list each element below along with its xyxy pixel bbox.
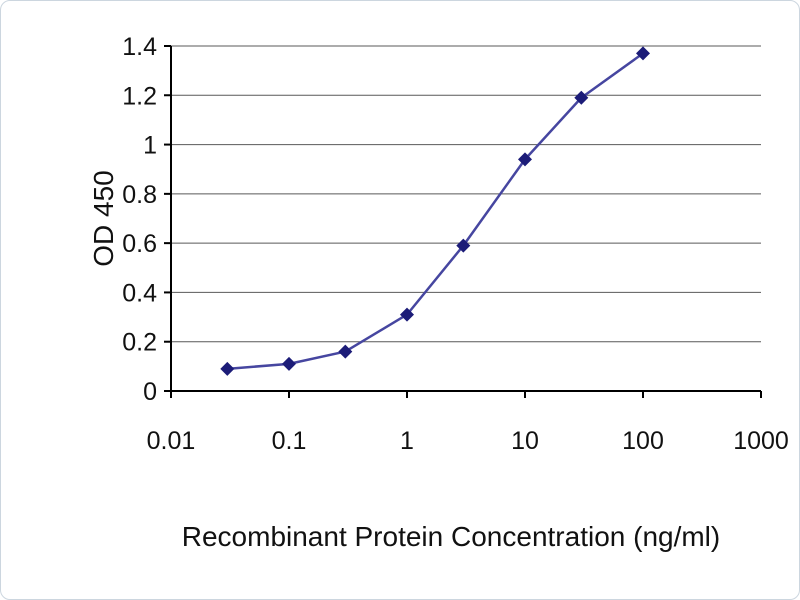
x-axis-title: Recombinant Protein Concentration (ng/ml…	[182, 521, 720, 552]
data-point-marker	[220, 361, 235, 376]
y-tick-label: 0.8	[122, 181, 157, 209]
x-tick-label: 1	[400, 427, 414, 455]
tick-labels-layer: 0 0.2 0.4 0.6 0.8 1 1.2 1.4 0.01 0.1 1 10 100 1000	[122, 33, 789, 455]
data-point-marker	[636, 46, 650, 61]
x-tick-label: 10	[511, 427, 539, 455]
y-tick-label: 0.6	[122, 230, 157, 258]
y-tick-label: 0.2	[122, 329, 157, 357]
x-tick-label: 100	[622, 427, 664, 455]
y-tick-label: 0	[143, 378, 157, 406]
x-tick-label: 1000	[733, 427, 789, 455]
data-point-marker	[400, 307, 414, 322]
data-point-marker	[456, 238, 471, 253]
y-axis-title: OD 450	[88, 170, 119, 267]
x-tick-label: 0.1	[272, 427, 307, 455]
x-tick-label: 0.01	[147, 427, 196, 455]
data-point-marker	[518, 152, 532, 167]
data-point-marker	[338, 344, 353, 359]
data-point-marker	[282, 356, 296, 371]
axes-layer	[164, 45, 762, 398]
y-tick-label: 1.2	[122, 82, 157, 110]
data-line	[227, 52, 644, 371]
data-point-marker	[574, 90, 589, 105]
y-tick-label: 0.4	[122, 279, 157, 307]
gridlines-layer	[171, 45, 761, 343]
y-tick-label: 1.4	[122, 33, 157, 61]
y-tick-label: 1	[143, 132, 157, 160]
series-layer	[220, 46, 650, 376]
